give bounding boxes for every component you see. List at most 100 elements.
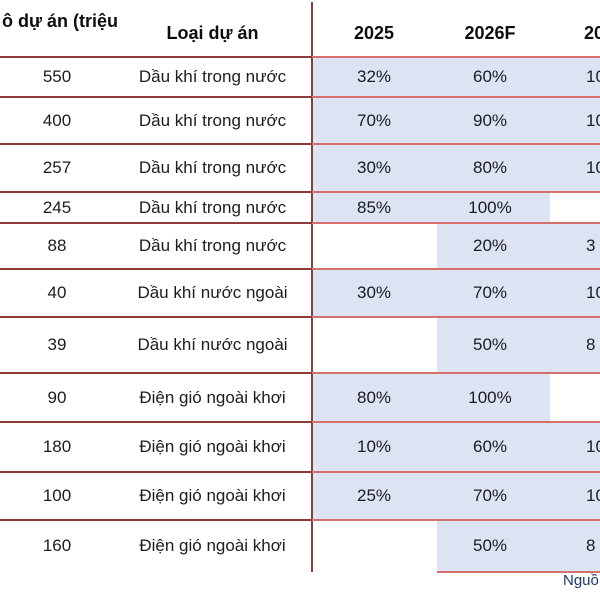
- row-separator-left: [0, 471, 312, 473]
- row-separator-right: [312, 143, 600, 145]
- timeline-bar: [312, 192, 550, 223]
- row-separator-right: [312, 471, 600, 473]
- row-separator-left: [0, 96, 312, 98]
- row-separator-right: [312, 191, 600, 193]
- table-row: 100 Điện gió ngoài khơi 25% 70% 10: [0, 472, 600, 520]
- timeline-bar: [312, 269, 600, 317]
- progress-2026-cell: 70%: [472, 486, 508, 505]
- column-header-2026f: 2026F: [464, 23, 516, 43]
- progress-2027-cell-cut: 10: [586, 67, 600, 86]
- progress-2027-cell-cut: 8: [586, 335, 596, 354]
- project-size-cell: 39: [47, 335, 67, 354]
- table-row: 400 Dầu khí trong nước 70% 90% 10: [0, 97, 600, 144]
- progress-2026-cell: 20%: [472, 236, 508, 255]
- row-separator-left: [0, 519, 312, 521]
- column-divider-line: [311, 2, 313, 572]
- timeline-bar: [437, 223, 600, 269]
- project-type-cell: Điện gió ngoài khơi: [139, 437, 286, 456]
- project-type-cell: Dầu khí trong nước: [138, 67, 287, 86]
- progress-2025-cell: 80%: [356, 387, 392, 407]
- timeline-bar: [312, 472, 600, 520]
- table-row: 245 Dầu khí trong nước 85% 100%: [0, 192, 600, 223]
- progress-2027-cell-cut: 10: [586, 437, 600, 456]
- project-type-cell: Dầu khí trong nước: [138, 110, 287, 130]
- progress-2027-cell-cut: 10: [586, 110, 600, 130]
- progress-2026-cell: 80%: [472, 158, 508, 177]
- bottom-bar-border: [437, 571, 600, 573]
- progress-2026-cell: 100%: [468, 387, 512, 407]
- progress-2025-cell: 25%: [356, 486, 392, 505]
- project-size-cell: 180: [42, 437, 72, 456]
- row-separator-right: [312, 222, 600, 224]
- table-row: 39 Dầu khí nước ngoài 50% 8: [0, 317, 600, 373]
- table-row: 90 Điện gió ngoài khơi 80% 100%: [0, 373, 600, 422]
- row-separator-left: [0, 372, 312, 374]
- project-type-cell: Dầu khí trong nước: [138, 158, 287, 177]
- project-type-cell: Dầu khí nước ngoài: [137, 283, 288, 302]
- row-separator-left: [0, 222, 312, 224]
- row-separator-left: [0, 191, 312, 193]
- project-size-cell: 88: [47, 236, 67, 255]
- table-row: 257 Dầu khí trong nước 30% 80% 10: [0, 144, 600, 192]
- project-size-cell: 40: [47, 283, 67, 302]
- row-separator-right: [312, 316, 600, 318]
- timeline-bar: [312, 97, 600, 144]
- progress-2026-cell: 100%: [468, 197, 512, 217]
- project-type-cell: Điện gió ngoài khơi: [139, 536, 286, 555]
- progress-2026-cell: 60%: [472, 437, 508, 456]
- progress-2025-cell: 32%: [356, 67, 392, 86]
- project-type-cell: Dầu khí trong nước: [138, 197, 287, 217]
- row-separator-right: [312, 96, 600, 98]
- timeline-bar: [437, 317, 600, 373]
- column-header-2025: 2025: [353, 23, 395, 43]
- progress-2025-cell: 10%: [356, 437, 392, 456]
- row-separator-right: [312, 268, 600, 270]
- timeline-bar: [312, 144, 600, 192]
- project-type-cell: Dầu khí nước ngoài: [137, 335, 288, 354]
- column-header-project-size: ô dự án (triệu: [2, 11, 119, 31]
- row-separator-right: [312, 421, 600, 423]
- progress-2026-cell: 70%: [472, 283, 508, 302]
- column-header-2027-cut: 20: [584, 23, 600, 43]
- project-size-cell: 257: [42, 158, 72, 177]
- project-type-cell: Dầu khí trong nước: [138, 236, 287, 255]
- row-separator-left: [0, 268, 312, 270]
- project-size-cell: 90: [47, 387, 67, 407]
- progress-2026-cell: 90%: [472, 110, 508, 130]
- timeline-bar: [312, 373, 550, 422]
- progress-2026-cell: 60%: [472, 67, 508, 86]
- timeline-bar: [437, 520, 600, 572]
- table-row: 160 Điện gió ngoài khơi 50% 8: [0, 520, 600, 572]
- progress-2025-cell: 30%: [356, 283, 392, 302]
- progress-2026-cell: 50%: [472, 536, 508, 555]
- progress-2027-cell-cut: 3: [586, 236, 596, 255]
- row-separator-right: [312, 56, 600, 58]
- row-separator-left: [0, 316, 312, 318]
- source-note: Nguồ: [563, 572, 599, 589]
- progress-2025-cell: 85%: [356, 197, 392, 217]
- project-type-cell: Điện gió ngoài khơi: [139, 486, 286, 505]
- table-row: 40 Dầu khí nước ngoài 30% 70% 10: [0, 269, 600, 317]
- table-row: 88 Dầu khí trong nước 20% 3: [0, 223, 600, 269]
- project-size-cell: 100: [42, 486, 72, 505]
- progress-2027-cell-cut: 10: [586, 486, 600, 505]
- progress-2025-cell: 70%: [356, 110, 392, 130]
- timeline-bar: [312, 422, 600, 472]
- project-type-cell: Điện gió ngoài khơi: [139, 387, 286, 407]
- project-size-cell: 245: [42, 197, 72, 217]
- row-separator-right: [312, 372, 600, 374]
- column-header-project-type: Loại dự án: [166, 23, 259, 43]
- project-size-cell: 400: [42, 110, 72, 130]
- project-size-cell: 160: [42, 536, 72, 555]
- progress-2027-cell-cut: 8: [586, 536, 596, 555]
- table-row: 180 Điện gió ngoài khơi 10% 60% 10: [0, 422, 600, 472]
- progress-2026-cell: 50%: [472, 335, 508, 354]
- project-size-cell: 550: [42, 67, 72, 86]
- row-separator-left: [0, 56, 312, 58]
- progress-2025-cell: 30%: [356, 158, 392, 177]
- table-row: 550 Dầu khí trong nước 32% 60% 10: [0, 57, 600, 97]
- progress-2027-cell-cut: 10: [586, 158, 600, 177]
- row-separator-right: [312, 519, 600, 521]
- row-separator-left: [0, 421, 312, 423]
